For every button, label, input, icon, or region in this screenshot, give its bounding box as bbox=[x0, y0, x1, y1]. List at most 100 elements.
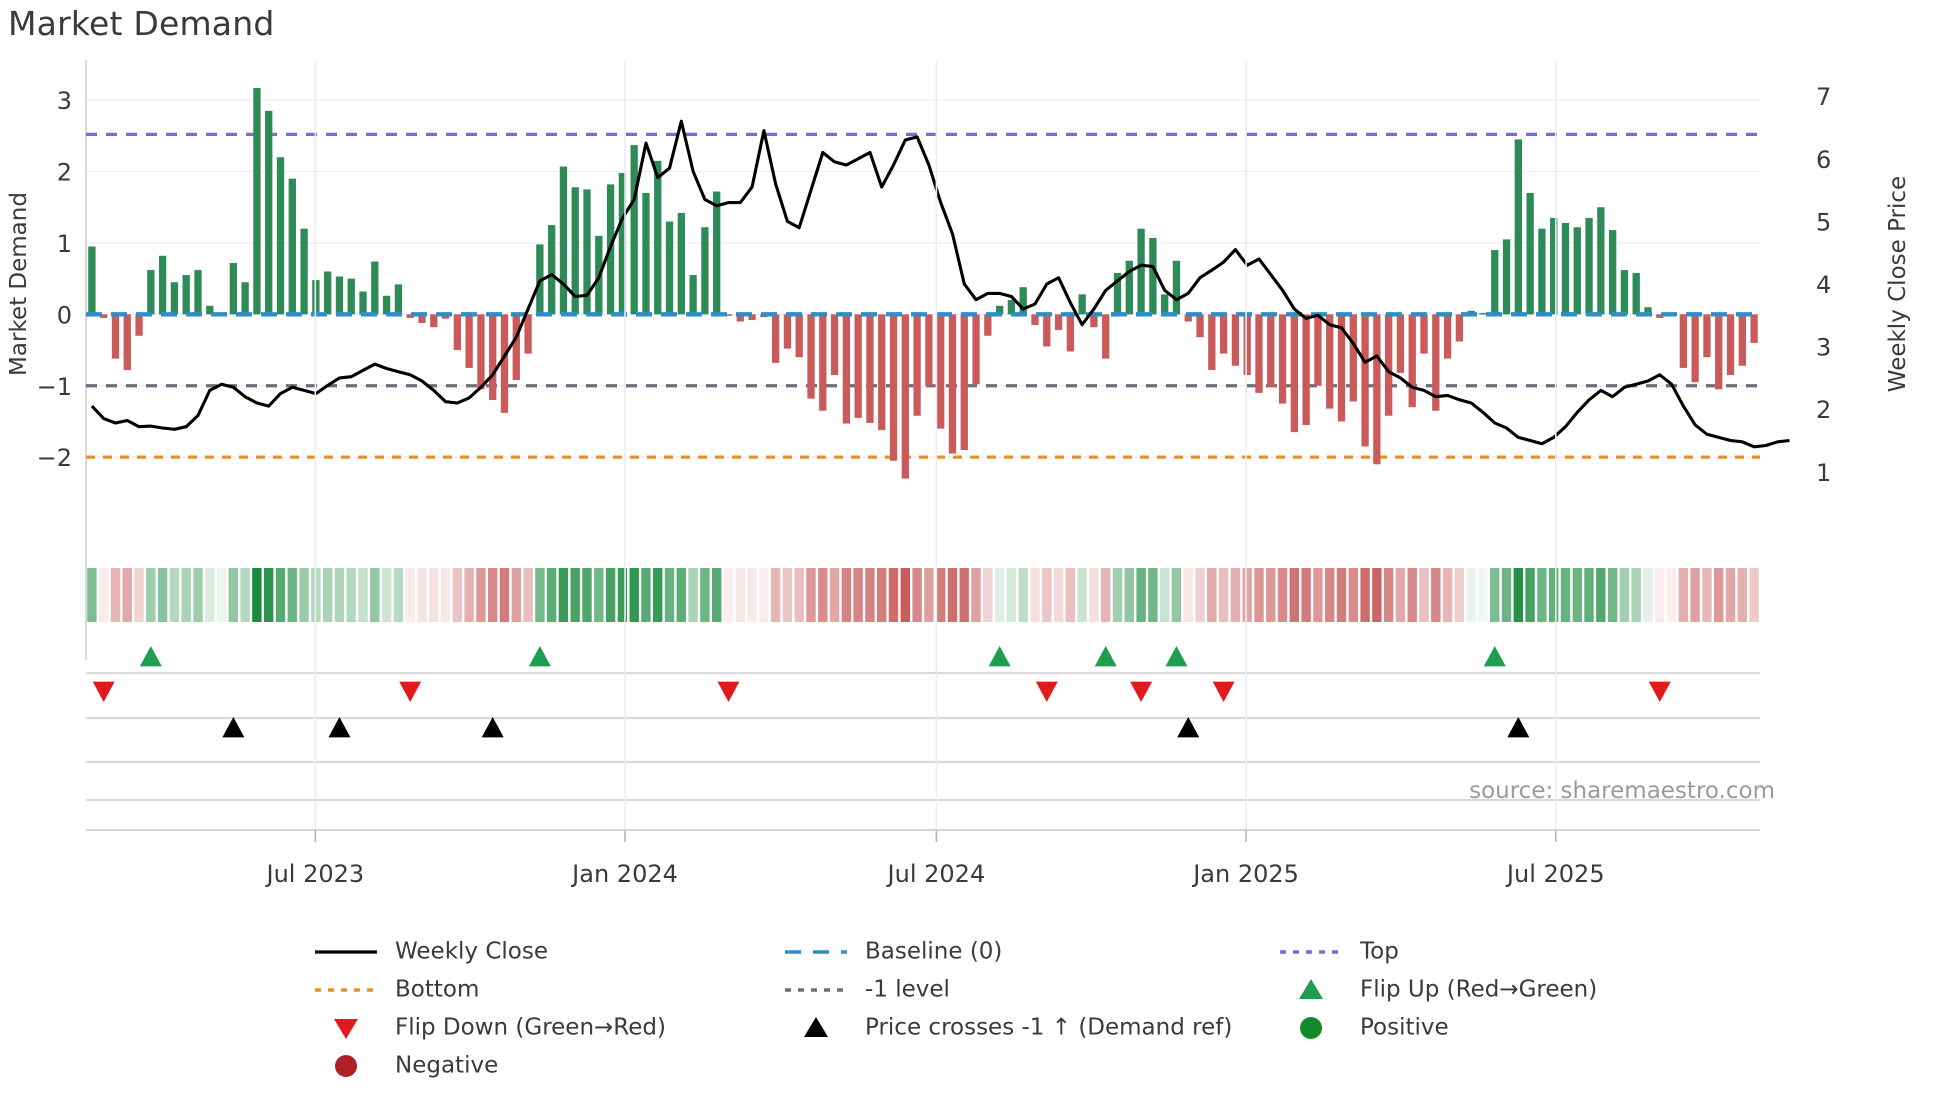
heatmap-cell bbox=[1655, 568, 1665, 622]
demand-bar bbox=[500, 314, 509, 413]
demand-bar bbox=[795, 314, 803, 358]
heatmap-cell bbox=[912, 568, 922, 622]
legend-item[interactable]: Bottom bbox=[315, 977, 479, 1003]
demand-bar bbox=[1196, 314, 1204, 338]
heatmap-cell bbox=[770, 568, 781, 622]
demand-bar bbox=[359, 291, 367, 315]
demand-bar bbox=[984, 314, 992, 336]
heatmap-cell bbox=[1549, 568, 1559, 622]
demand-bar bbox=[1243, 314, 1251, 376]
heatmap-cell bbox=[877, 568, 887, 622]
heatmap-cell bbox=[252, 568, 262, 622]
heatmap-cell bbox=[1266, 568, 1276, 622]
heatmap-cell bbox=[641, 568, 651, 622]
demand-bar bbox=[1184, 314, 1192, 322]
demand-bar bbox=[1491, 250, 1499, 315]
demand-bar bbox=[300, 228, 308, 315]
legend-label: Bottom bbox=[395, 977, 479, 1003]
demand-bar bbox=[1043, 314, 1051, 347]
price-cross-marker bbox=[481, 717, 504, 738]
heatmap-cell bbox=[1584, 568, 1594, 622]
legend-item[interactable]: Flip Down (Green→Red) bbox=[334, 1015, 666, 1041]
legend-label: Baseline (0) bbox=[865, 939, 1002, 965]
heatmap-cell bbox=[1631, 568, 1641, 622]
y-axis-label-right: Weekly Close Price bbox=[1885, 176, 1911, 392]
demand-bar bbox=[1644, 307, 1652, 315]
demand-bar bbox=[677, 212, 685, 315]
demand-bar bbox=[1326, 314, 1334, 409]
legend-item[interactable]: Flip Up (Red→Green) bbox=[1299, 977, 1597, 1003]
demand-bar bbox=[901, 314, 909, 479]
heatmap-cell bbox=[205, 568, 215, 622]
demand-bar bbox=[1608, 230, 1617, 315]
legend-item[interactable]: Positive bbox=[1300, 1015, 1449, 1041]
heatmap-cell bbox=[1242, 568, 1252, 622]
heatmap-cell bbox=[1572, 568, 1582, 622]
heatmap-cell bbox=[358, 568, 368, 622]
demand-bar bbox=[1208, 314, 1216, 371]
page-title: Market Demand bbox=[8, 4, 275, 43]
legend-item[interactable]: Weekly Close bbox=[315, 939, 548, 965]
legend-label: Negative bbox=[395, 1053, 498, 1079]
heatmap-cell bbox=[794, 568, 804, 622]
heatmap-cell bbox=[1313, 568, 1323, 622]
heatmap-cell bbox=[1690, 568, 1700, 622]
legend-item[interactable]: Price crosses -1 ↑ (Demand ref) bbox=[804, 1015, 1232, 1041]
flip-down-marker bbox=[399, 681, 422, 702]
legend-item[interactable]: Baseline (0) bbox=[785, 939, 1002, 965]
heatmap-cell bbox=[747, 568, 757, 622]
heatmap-cell bbox=[146, 568, 156, 622]
heatmap-cell bbox=[511, 568, 521, 622]
legend-circle-icon bbox=[1300, 1017, 1322, 1039]
heatmap-cell bbox=[570, 568, 580, 622]
heatmap-cell bbox=[936, 568, 946, 622]
demand-bar bbox=[406, 314, 414, 318]
heatmap-cell bbox=[558, 568, 569, 622]
legend-item[interactable]: -1 level bbox=[785, 977, 950, 1003]
legend-circle-icon bbox=[335, 1055, 357, 1077]
heatmap-cell bbox=[900, 568, 910, 622]
legend-triangle-down-icon bbox=[334, 1019, 358, 1039]
demand-bar bbox=[1349, 314, 1357, 402]
legend-item[interactable]: Top bbox=[1280, 939, 1399, 965]
heatmap-cell bbox=[476, 568, 486, 622]
demand-bar bbox=[88, 246, 96, 315]
heatmap-cell bbox=[405, 568, 415, 622]
heatmap-cell bbox=[1725, 568, 1736, 622]
demand-bar bbox=[1031, 314, 1039, 326]
demand-bar bbox=[1337, 314, 1346, 422]
legend-item[interactable]: Negative bbox=[335, 1053, 498, 1079]
heatmap-cell bbox=[1383, 568, 1394, 622]
demand-bar bbox=[995, 305, 1004, 315]
heatmap-cell bbox=[983, 568, 993, 622]
demand-bar bbox=[1408, 314, 1416, 408]
demand-bar bbox=[736, 314, 744, 322]
demand-bar bbox=[135, 314, 143, 336]
x-tick-label: Jul 2023 bbox=[265, 860, 365, 888]
demand-bar bbox=[559, 166, 568, 315]
demand-bar bbox=[1396, 314, 1405, 373]
demand-bar bbox=[819, 314, 827, 411]
demand-bar bbox=[1019, 287, 1027, 315]
heatmap-cell bbox=[1042, 568, 1052, 622]
demand-bar bbox=[194, 270, 202, 315]
heatmap-cell bbox=[1431, 568, 1441, 622]
legend-label: Flip Up (Red→Green) bbox=[1360, 977, 1597, 1003]
price-cross-marker bbox=[222, 717, 245, 738]
flip-up-marker bbox=[528, 646, 551, 667]
heatmap-cell bbox=[157, 568, 168, 622]
demand-bar bbox=[394, 284, 403, 315]
demand-bar bbox=[324, 271, 332, 315]
heatmap-cell bbox=[806, 568, 816, 622]
legend-triangle-up-icon bbox=[804, 1017, 828, 1037]
demand-bar bbox=[111, 314, 120, 359]
heatmap-cell bbox=[1289, 568, 1299, 622]
heatmap-cell bbox=[299, 568, 309, 622]
legend-triangle-up-icon bbox=[1299, 979, 1323, 999]
weekly-close-line bbox=[90, 119, 1790, 449]
y-tick-right: 3 bbox=[1816, 334, 1831, 362]
heatmap-cell bbox=[228, 568, 238, 622]
heatmap-cell bbox=[1112, 568, 1123, 622]
heatmap-cell bbox=[759, 568, 769, 622]
